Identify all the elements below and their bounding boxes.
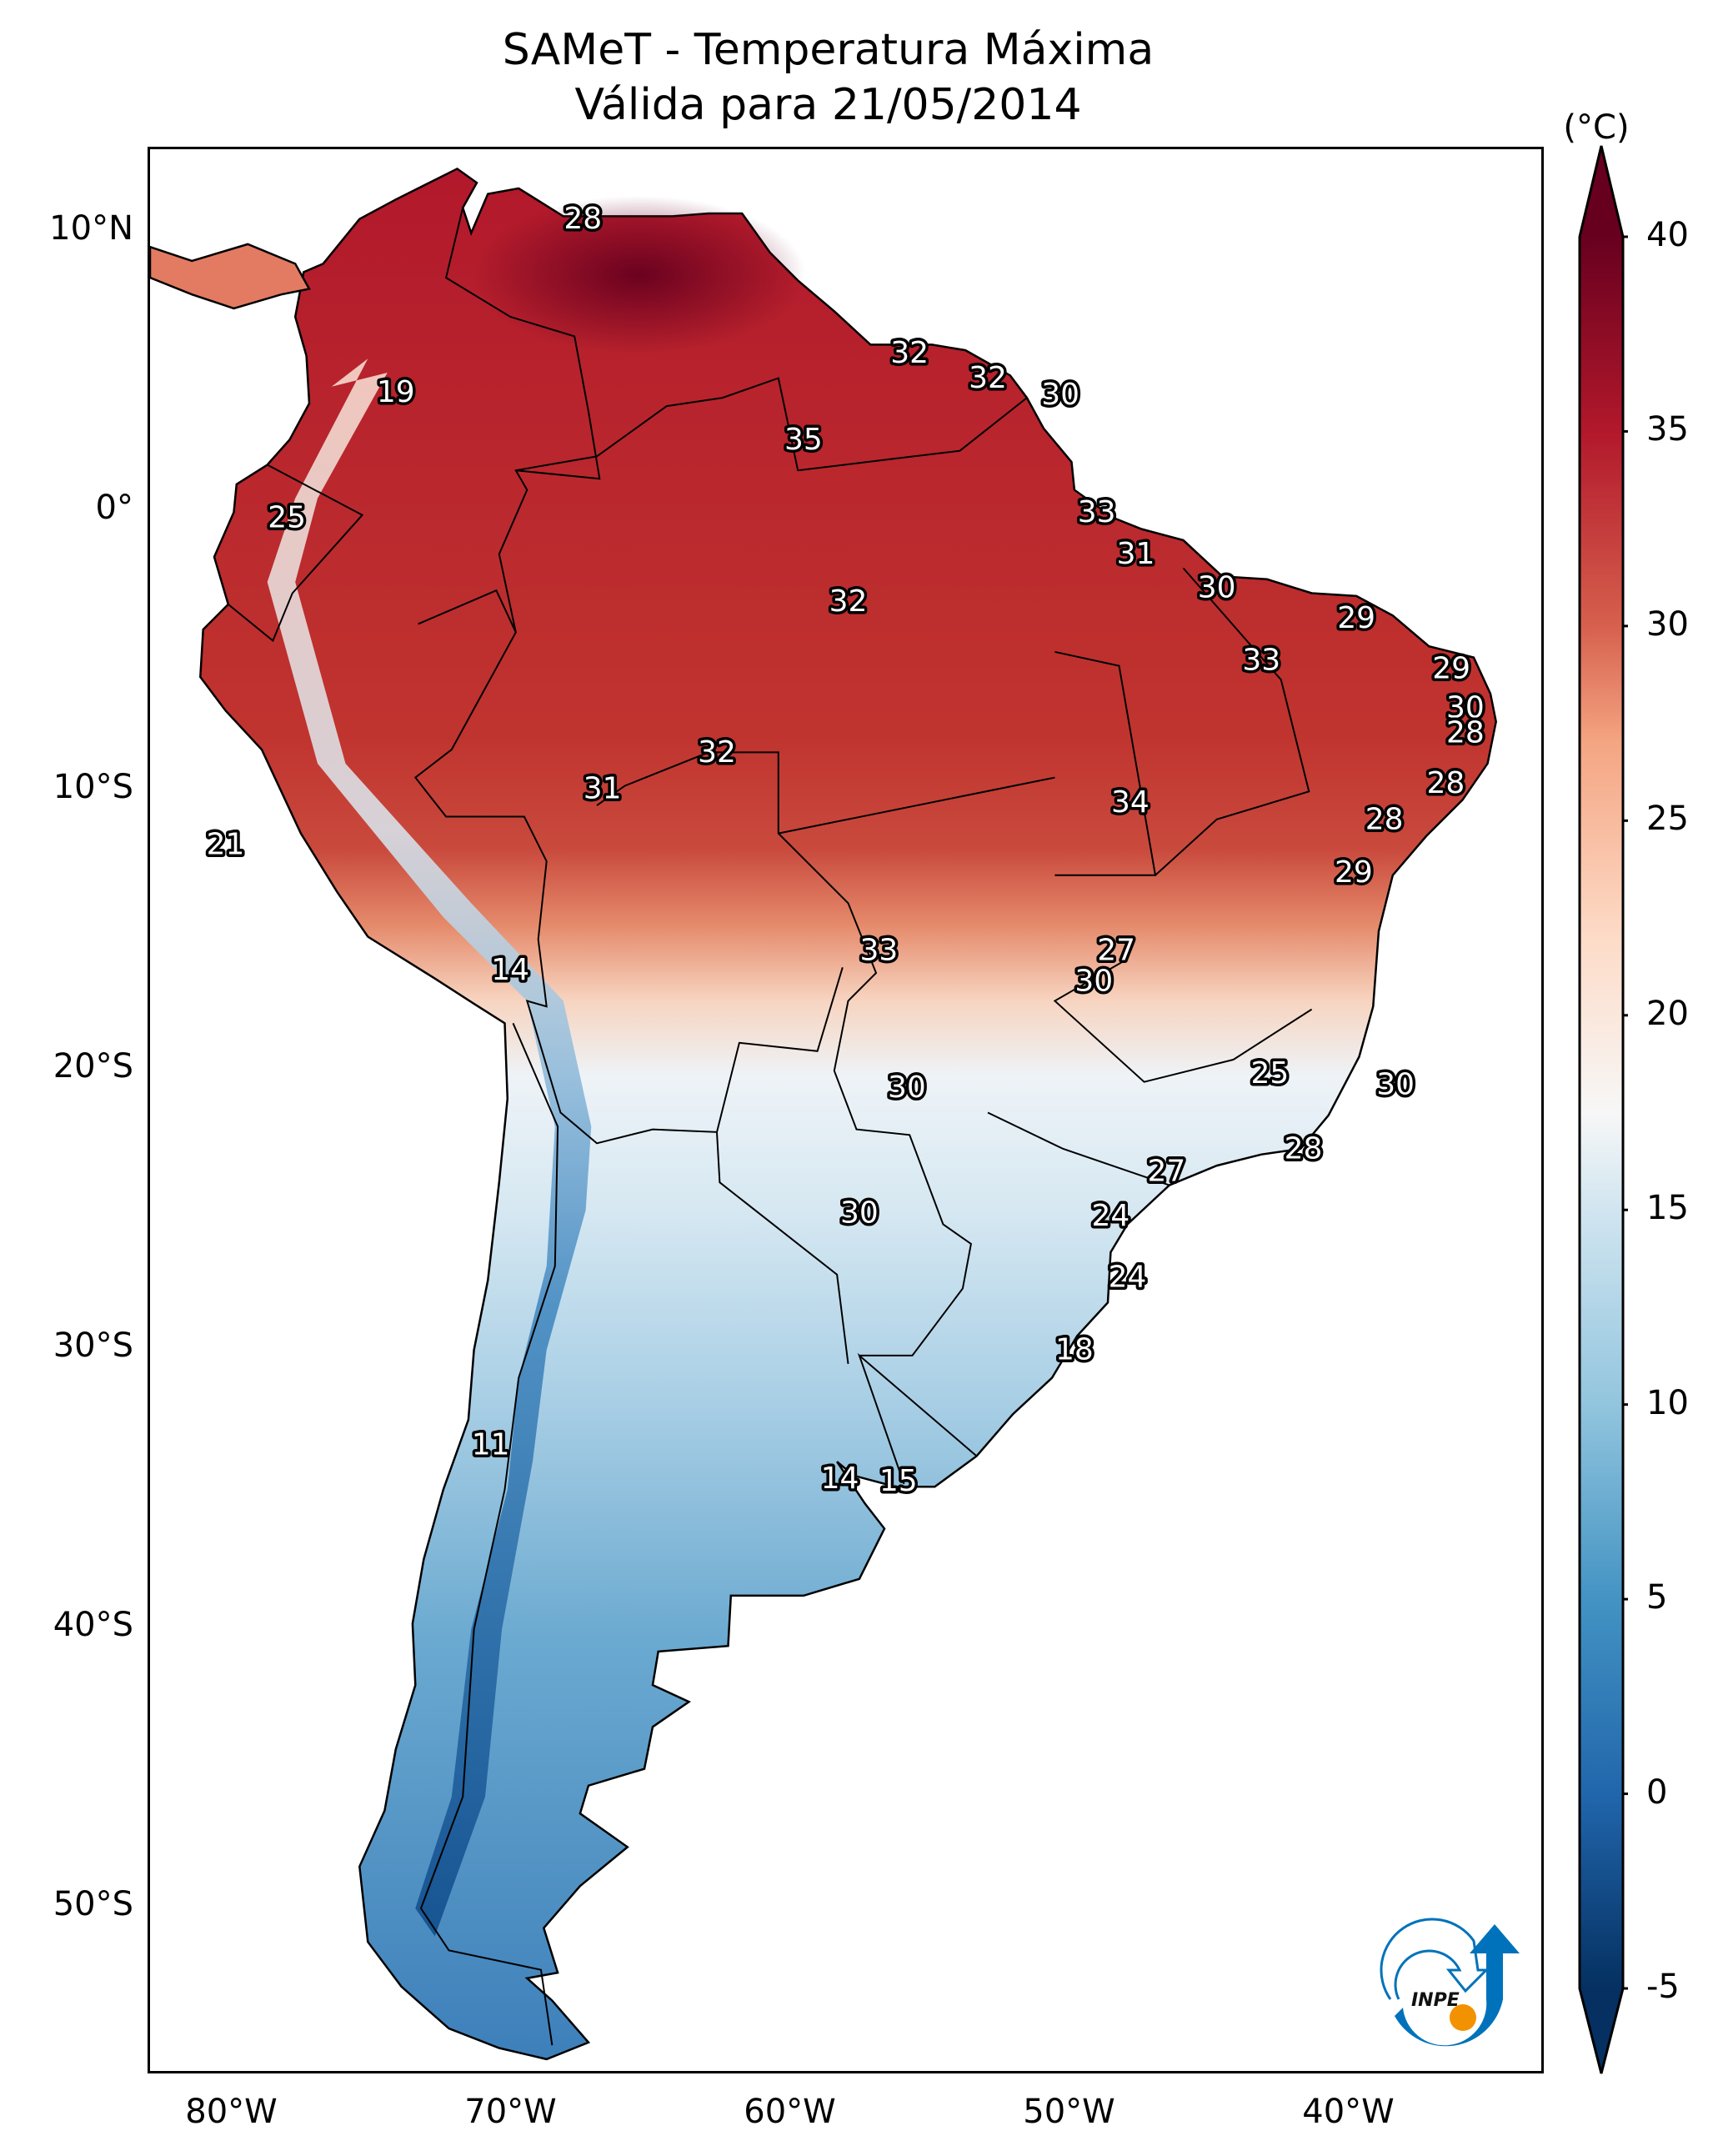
temperature-value-label: 27 [1097,934,1135,968]
colorbar-tick-label: 5 [1646,1578,1668,1617]
colorbar-extend-min [1580,1988,1623,2073]
temperature-value-label: 28 [1365,802,1404,836]
temperature-value-label: 14 [821,1462,859,1496]
temperature-value-label: 34 [1111,785,1150,820]
temperature-value-label: 29 [1432,652,1470,686]
longitude-tick-label: 50°W [1023,2093,1115,2131]
colorbar-tick-label: 0 [1646,1772,1668,1812]
map-subtitle-date: Válida para 21/05/2014 [574,80,1082,130]
latitude-tick-label: 30°S [53,1326,133,1366]
logo-arrow-icon [1395,1924,1520,2047]
temperature-value-label: 31 [1117,537,1155,571]
temperature-value-label: 18 [1055,1333,1094,1367]
temperature-value-label: 30 [840,1196,879,1231]
border-line [716,1131,849,1365]
colorbar-tick-label: 25 [1646,800,1689,839]
inpe-logo: INPE [1380,1918,1520,2047]
temperature-value-label: 28 [1285,1132,1323,1166]
temperature-value-label: 28 [563,202,602,236]
temperature-value-label: 33 [859,934,898,968]
temperature-value-label: 30 [1074,965,1113,999]
border-line [987,1111,1170,1186]
border-line [419,1022,559,2046]
temperature-value-label: 21 [207,828,245,862]
temperature-value-label: 24 [1091,1199,1129,1233]
border-line [857,1352,978,1485]
border-line [596,751,973,1356]
temperature-value-label: 19 [377,375,415,409]
country-borders [228,208,1313,2046]
colorbar-tick-label: -5 [1646,1968,1680,2006]
colorbar-tick-label: 10 [1646,1383,1689,1422]
map-title: SAMeT - Temperatura Máxima [502,25,1155,75]
temperature-value-label: 11 [472,1428,510,1462]
temperature-value-label: 25 [268,501,306,535]
colorbar-tick-label: 35 [1646,410,1689,449]
colorbar-extend-max [1580,146,1623,237]
temperature-value-label: 25 [1250,1056,1289,1091]
temperature-value-label: 30 [888,1070,926,1105]
land-temperature-field [150,167,1497,2061]
panama-landmass [150,243,311,310]
temperature-value-label: 30 [1376,1068,1415,1102]
colorbar-tick-label: 30 [1646,604,1689,644]
temperature-value-label: 33 [1078,495,1116,529]
colorbar-tick-label: 15 [1646,1189,1689,1228]
colorbar [1578,145,1628,2074]
border-line [413,589,844,1145]
latitude-tick-label: 10°N [49,209,133,248]
temperature-value-label: 30 [1198,570,1236,604]
temperature-value-label: 15 [879,1464,918,1498]
temperature-value-label: 28 [1426,766,1465,800]
temperature-value-label: 29 [1335,855,1373,890]
logo-text: INPE [1411,1990,1460,2011]
map-frame: 28 19 32 32 30 35 25 33 31 30 32 29 33 29 30 28 28 28 32 31… [148,147,1544,2073]
temperature-value-label: 33 [1242,643,1280,677]
logo-sun-icon [1450,2004,1476,2031]
temperature-value-label: 30 [1041,378,1079,412]
border-line [1155,567,1310,876]
colorbar-gradient [1580,237,1623,1988]
temperature-value-label: 24 [1109,1261,1147,1295]
temperature-value-label: 27 [1147,1154,1185,1188]
longitude-tick-label: 80°W [185,2093,278,2131]
longitude-tick-label: 40°W [1302,2093,1395,2131]
temperature-value-label: 31 [584,772,622,806]
colorbar-tick-label: 20 [1646,994,1689,1033]
latitude-tick-label: 0° [95,489,133,528]
longitude-tick-label: 70°W [464,2093,557,2131]
latitude-tick-label: 40°S [53,1606,133,1645]
andes-cold-band [267,358,592,1937]
hot-spot-region [472,195,806,354]
border-line [444,208,601,480]
temperature-value-label: 32 [890,336,929,370]
temperature-value-label: 35 [784,423,823,457]
colorbar-tick-label: 40 [1646,216,1689,254]
temperature-value-label: 29 [1337,601,1375,635]
temperature-value-label: 32 [698,735,736,770]
latitude-tick-label: 50°S [53,1885,133,1924]
border-line [1054,650,1157,876]
temperature-value-label: 30 [1446,690,1485,725]
border-line [498,377,1028,633]
latitude-tick-label: 10°S [53,768,133,807]
south-america-landmass [199,167,1497,2061]
longitude-tick-label: 60°W [744,2093,836,2131]
temperature-value-label: 14 [491,953,529,987]
temperature-value-label: 32 [829,584,868,619]
temperature-value-label: 28 [1446,716,1485,750]
temperature-value-label: 32 [969,361,1007,395]
border-line [228,464,364,643]
logo-orbit-icon [1380,1918,1490,2000]
latitude-tick-label: 20°S [53,1047,133,1086]
colorbar-unit-label: (°C) [1563,108,1630,147]
border-line [778,776,1055,835]
border-line [1053,958,1313,1083]
